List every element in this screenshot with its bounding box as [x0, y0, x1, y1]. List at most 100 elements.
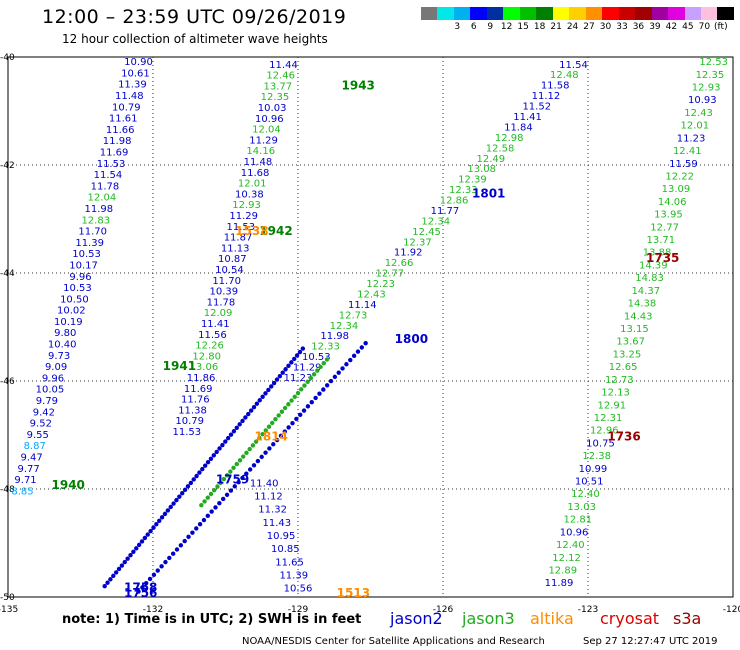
- jason3-dense-track-mark: [194, 526, 199, 531]
- swh-value-label: 12.96: [590, 426, 619, 437]
- pass-time-label: 1759: [216, 473, 249, 487]
- legend-swatch: [651, 7, 669, 20]
- jason3-dense-track-mark: [305, 379, 310, 385]
- jason3-dense-track-mark: [317, 391, 322, 396]
- swh-value-label: 11.98: [84, 204, 113, 215]
- pass-time-label: 1800: [395, 332, 428, 346]
- jason2-dense-track-mark: [220, 442, 225, 448]
- y-tick-label: -40: [0, 53, 15, 63]
- swh-value-label: 11.38: [178, 405, 207, 416]
- jason2-dense-track-mark: [177, 494, 182, 499]
- legend-cryosat: cryosat: [600, 609, 660, 628]
- jason3-dense-track-mark: [174, 547, 180, 552]
- swh-value-label: 12.45: [412, 227, 441, 238]
- jason3-dense-track-mark: [363, 341, 368, 346]
- legend-swatch: [453, 7, 471, 20]
- jason3-dense-track-mark: [278, 433, 284, 439]
- jason3-dense-track-mark: [257, 435, 262, 441]
- swh-value-label: 12.41: [673, 146, 702, 157]
- jason3-dense-track-mark: [324, 357, 330, 362]
- jason2-dense-track-mark: [200, 466, 205, 472]
- swh-value-label: 11.68: [241, 168, 270, 179]
- swh-value-label: 13.06: [190, 362, 219, 373]
- jason3-dense-track-mark: [351, 353, 357, 359]
- jason3-dense-track-mark: [228, 488, 234, 493]
- jason3-dense-track-mark: [182, 538, 187, 544]
- swh-value-label: 11.98: [320, 331, 349, 342]
- swh-value-label: 14.43: [624, 311, 653, 322]
- swh-value-label: 12.53: [699, 57, 728, 68]
- legend-altika: altika: [530, 609, 574, 628]
- jason3-dense-track-mark: [270, 420, 275, 426]
- pass-time-label: 1756: [124, 586, 157, 600]
- swh-value-label: 11.48: [115, 91, 144, 102]
- swh-value-label: 12.49: [477, 154, 506, 165]
- swh-value-label: 12.58: [486, 143, 515, 154]
- jason2-dense-track-mark: [128, 553, 133, 558]
- swh-value-label: 11.76: [181, 395, 210, 406]
- legend-tick-label: 15: [517, 22, 529, 32]
- swh-value-label: 13.77: [263, 81, 292, 92]
- jason3-dense-track-mark: [205, 513, 211, 519]
- swh-value-label: 13.88: [643, 248, 672, 259]
- jason3-dense-track-mark: [221, 496, 226, 502]
- legend-tick-label: 70: [698, 22, 711, 32]
- swh-value-label: 12.22: [665, 171, 694, 182]
- jason2-dense-track-mark: [151, 525, 156, 530]
- jason3-dense-track-mark: [263, 450, 268, 455]
- swh-value-label: 12.43: [357, 289, 386, 300]
- swh-value-label: 10.50: [60, 294, 89, 305]
- figure-title: 12:00 – 23:59 UTC 09/26/2019: [42, 6, 347, 28]
- swh-value-label: 12.93: [692, 83, 721, 94]
- legend-tick-label: 30: [599, 22, 612, 32]
- jason2-dense-track-mark: [237, 422, 242, 427]
- swh-value-label: 12.33: [311, 342, 340, 353]
- swh-value-label: 11.14: [348, 300, 377, 311]
- legend-swatch: [684, 7, 701, 20]
- swh-value-label: 12.40: [556, 540, 585, 551]
- figure-subtitle: 12 hour collection of altimeter wave hei…: [62, 32, 328, 46]
- pass-time-label: 1735: [646, 251, 679, 265]
- swh-value-label: 10.05: [36, 385, 65, 396]
- swh-value-label: 12.09: [204, 308, 233, 319]
- footer-timestamp: Sep 27 12:27:47 UTC 2019: [583, 636, 718, 647]
- swh-value-label: 11.78: [207, 297, 236, 308]
- jason3-dense-track-mark: [199, 503, 204, 508]
- swh-value-label: 10.17: [69, 260, 98, 271]
- swh-value-label: 12.65: [609, 362, 638, 373]
- jason3-dense-track-mark: [308, 375, 314, 381]
- y-tick-label: -44: [0, 269, 15, 279]
- swh-value-label: 12.13: [601, 388, 630, 399]
- swh-value-label: 11.54: [559, 60, 588, 71]
- x-tick-label: -120: [723, 605, 740, 615]
- legend-swatch: [503, 7, 520, 20]
- jason2-dense-track-mark: [223, 439, 228, 444]
- jason3-dense-track-mark: [244, 471, 249, 476]
- jason3-dense-track-mark: [159, 564, 164, 569]
- swh-value-label: 12.40: [571, 489, 600, 500]
- swh-value-label: 11.13: [221, 243, 250, 254]
- swh-value-label: 14.38: [628, 299, 657, 310]
- legend-tick-label: 39: [649, 22, 661, 32]
- jason2-dense-track-mark: [116, 566, 122, 572]
- jason3-dense-track-mark: [212, 488, 217, 493]
- swh-value-label: 12.89: [548, 565, 577, 576]
- swh-value-label: 12.35: [261, 92, 290, 103]
- swh-value-label: 11.70: [78, 227, 107, 238]
- jason2-dense-track-mark: [113, 570, 119, 575]
- legend-tick-label: 36: [632, 22, 645, 32]
- jason3-dense-track-mark: [217, 500, 222, 506]
- legend-swatch: [486, 7, 504, 20]
- swh-value-label: 13.95: [654, 210, 683, 221]
- jason3-dense-track-mark: [313, 395, 318, 401]
- swh-value-label: 12.23: [366, 279, 395, 290]
- x-tick-label: -126: [433, 605, 454, 615]
- legend-swatch: [602, 7, 619, 20]
- jason2-dense-track-mark: [202, 463, 208, 468]
- pass-time-label: 1814: [255, 429, 288, 443]
- legend-swatch: [618, 7, 636, 20]
- jason3-dense-track-mark: [224, 473, 230, 478]
- swh-value-label: 9.52: [30, 419, 52, 430]
